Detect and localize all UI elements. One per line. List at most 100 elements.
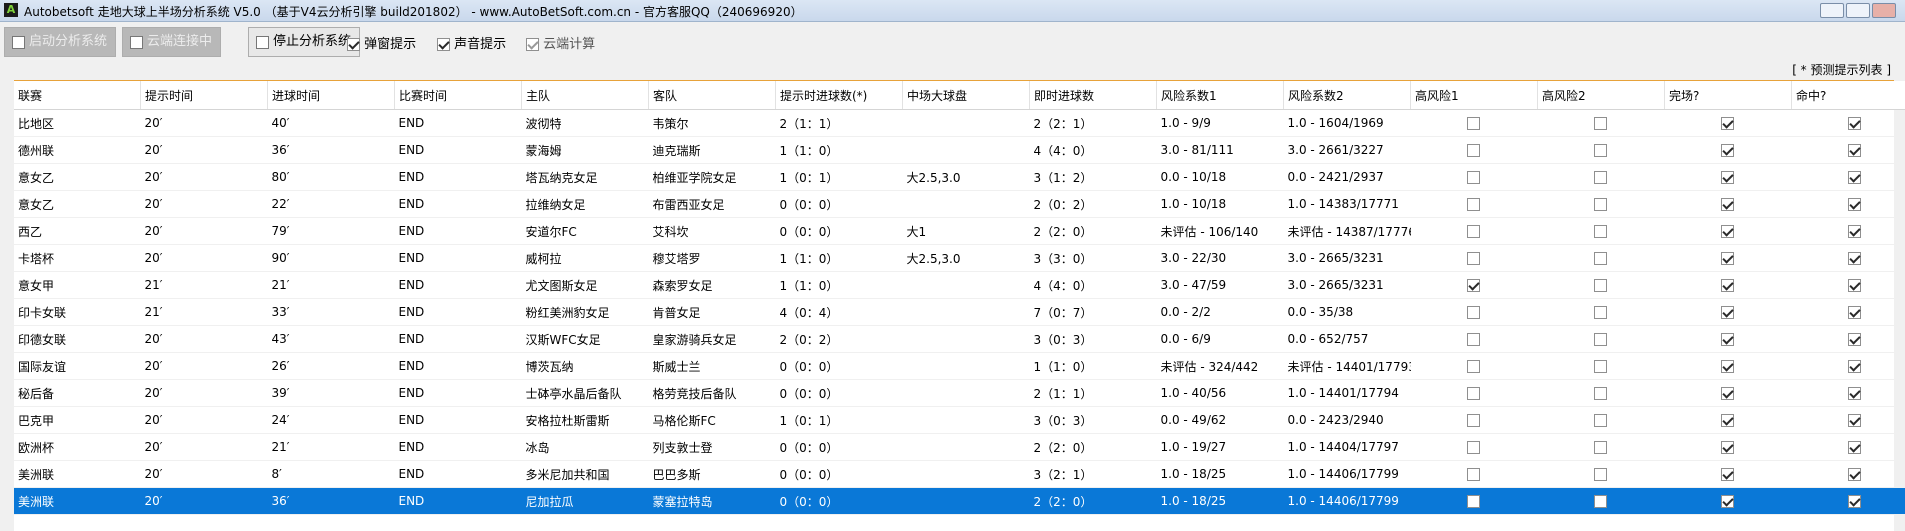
column-header[interactable]: 主队 bbox=[522, 81, 649, 110]
checkbox[interactable] bbox=[1848, 279, 1861, 292]
checkbox[interactable] bbox=[1594, 252, 1607, 265]
column-header[interactable]: 风险系数2 bbox=[1284, 81, 1411, 110]
checkbox[interactable] bbox=[1467, 333, 1480, 346]
checkbox[interactable] bbox=[1594, 333, 1607, 346]
checkbox[interactable] bbox=[1721, 225, 1734, 238]
column-header[interactable]: 比赛时间 bbox=[395, 81, 522, 110]
close-button[interactable] bbox=[1872, 3, 1896, 18]
toolbar-button[interactable]: 停止分析系统 bbox=[248, 27, 360, 57]
checkbox[interactable] bbox=[1721, 387, 1734, 400]
checkbox[interactable] bbox=[1467, 468, 1480, 481]
checkbox[interactable] bbox=[1848, 360, 1861, 373]
checkbox[interactable] bbox=[1467, 495, 1480, 508]
checkbox[interactable] bbox=[1467, 414, 1480, 427]
checkbox[interactable] bbox=[1594, 441, 1607, 454]
checkbox[interactable] bbox=[1848, 198, 1861, 211]
checkbox[interactable] bbox=[1721, 441, 1734, 454]
checkbox[interactable] bbox=[1848, 225, 1861, 238]
column-header[interactable]: 高风险2 bbox=[1538, 81, 1665, 110]
option-checkbox[interactable]: 弹窗提示 bbox=[347, 33, 416, 52]
checkbox[interactable] bbox=[1721, 198, 1734, 211]
checkbox[interactable] bbox=[1721, 468, 1734, 481]
checkbox[interactable] bbox=[1848, 414, 1861, 427]
checkbox[interactable] bbox=[1467, 144, 1480, 157]
checkbox[interactable] bbox=[1721, 279, 1734, 292]
column-header[interactable]: 高风险1 bbox=[1411, 81, 1538, 110]
checkbox[interactable] bbox=[1848, 468, 1861, 481]
checkbox[interactable] bbox=[1467, 198, 1480, 211]
checkbox[interactable] bbox=[1721, 495, 1734, 508]
option-checkbox[interactable]: 声音提示 bbox=[437, 33, 506, 52]
checkbox[interactable] bbox=[1594, 144, 1607, 157]
checkbox[interactable] bbox=[1848, 171, 1861, 184]
checkbox[interactable] bbox=[1467, 225, 1480, 238]
checkbox[interactable] bbox=[1721, 252, 1734, 265]
checkbox[interactable] bbox=[1594, 117, 1607, 130]
checkbox[interactable] bbox=[1467, 171, 1480, 184]
checkbox[interactable] bbox=[347, 38, 360, 51]
column-header[interactable]: 客队 bbox=[649, 81, 776, 110]
column-header[interactable]: 进球时间 bbox=[268, 81, 395, 110]
checkbox[interactable] bbox=[1721, 144, 1734, 157]
column-header[interactable]: 完场? bbox=[1665, 81, 1792, 110]
checkbox[interactable] bbox=[1594, 387, 1607, 400]
checkbox[interactable] bbox=[1848, 495, 1861, 508]
checkbox[interactable] bbox=[1594, 360, 1607, 373]
column-header[interactable]: 风险系数1 bbox=[1157, 81, 1284, 110]
checkbox[interactable] bbox=[1848, 306, 1861, 319]
column-header[interactable]: 中场大球盘 bbox=[903, 81, 1030, 110]
checkbox[interactable] bbox=[1467, 252, 1480, 265]
column-header[interactable]: 命中? bbox=[1792, 81, 1905, 110]
checkbox[interactable] bbox=[1594, 225, 1607, 238]
checkbox[interactable] bbox=[1467, 360, 1480, 373]
checkbox[interactable] bbox=[437, 38, 450, 51]
checkbox[interactable] bbox=[1721, 333, 1734, 346]
check-cell bbox=[1792, 245, 1905, 272]
checkbox[interactable] bbox=[1848, 252, 1861, 265]
checkbox[interactable] bbox=[1848, 117, 1861, 130]
column-header[interactable]: 联赛 bbox=[14, 81, 141, 110]
checkbox[interactable] bbox=[1467, 387, 1480, 400]
column-header[interactable]: 提示时进球数(*) bbox=[776, 81, 903, 110]
checkbox[interactable] bbox=[1594, 198, 1607, 211]
checkbox[interactable] bbox=[1467, 117, 1480, 130]
checkbox[interactable] bbox=[1594, 495, 1607, 508]
checkbox[interactable] bbox=[1721, 306, 1734, 319]
checkbox[interactable] bbox=[1594, 414, 1607, 427]
checkbox[interactable] bbox=[1467, 306, 1480, 319]
checkbox[interactable] bbox=[1721, 414, 1734, 427]
checkbox[interactable] bbox=[1594, 171, 1607, 184]
checkbox[interactable] bbox=[1721, 117, 1734, 130]
checkbox[interactable] bbox=[1594, 279, 1607, 292]
checkbox[interactable] bbox=[1848, 441, 1861, 454]
checkbox[interactable] bbox=[1848, 387, 1861, 400]
checkbox[interactable] bbox=[1848, 144, 1861, 157]
checkbox[interactable] bbox=[1848, 333, 1861, 346]
checkbox[interactable] bbox=[1594, 468, 1607, 481]
minimize-button[interactable] bbox=[1820, 3, 1844, 18]
checkbox[interactable] bbox=[1721, 171, 1734, 184]
checkbox[interactable] bbox=[1467, 441, 1480, 454]
checkbox[interactable] bbox=[1721, 360, 1734, 373]
maximize-button[interactable] bbox=[1846, 3, 1870, 18]
column-header[interactable]: 提示时间 bbox=[141, 81, 268, 110]
checkbox[interactable] bbox=[1594, 306, 1607, 319]
column-header[interactable]: 即时进球数 bbox=[1030, 81, 1157, 110]
checkbox[interactable] bbox=[1467, 279, 1480, 292]
check-cell bbox=[1665, 434, 1792, 461]
